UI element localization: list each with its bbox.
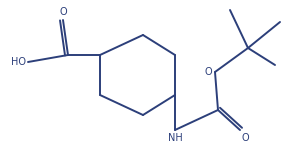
Text: O: O bbox=[242, 133, 250, 143]
Text: HO: HO bbox=[11, 57, 26, 67]
Text: NH: NH bbox=[167, 133, 182, 143]
Text: O: O bbox=[59, 7, 67, 17]
Text: O: O bbox=[204, 67, 212, 77]
